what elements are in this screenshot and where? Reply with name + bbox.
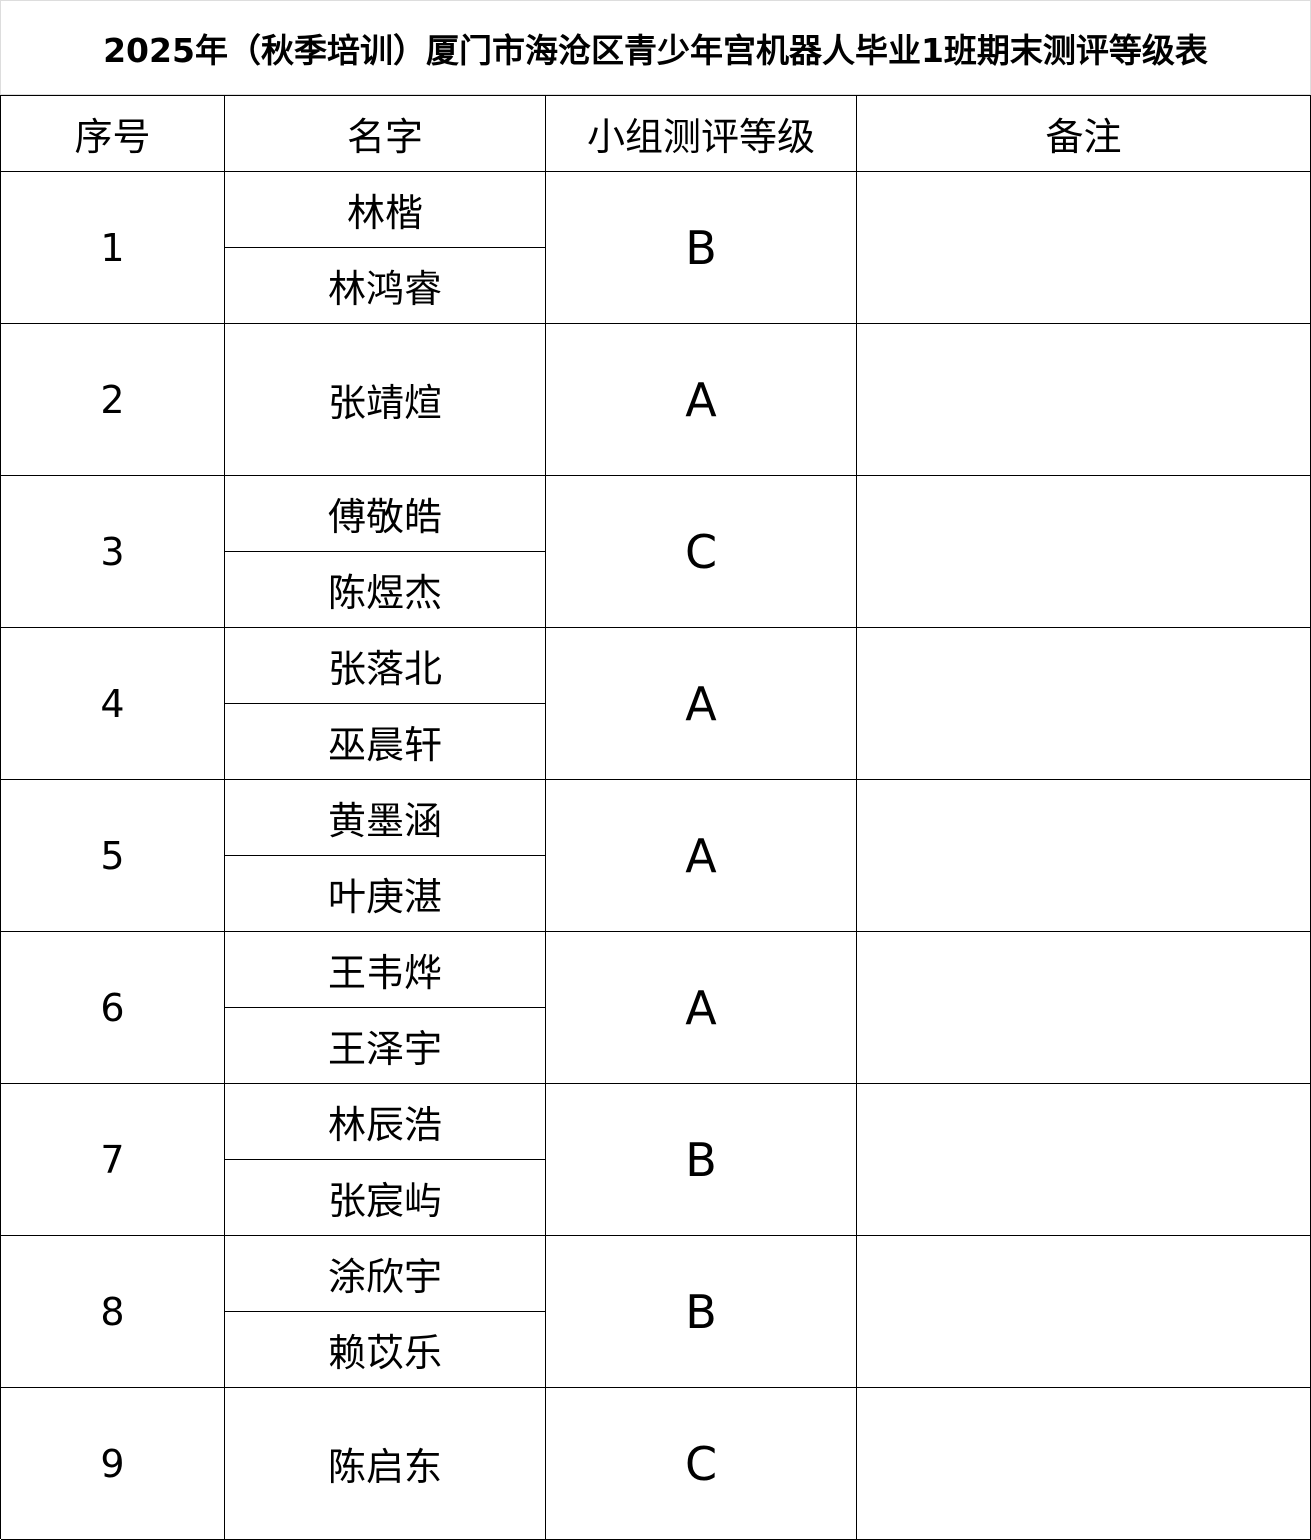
- grade-cell: A: [546, 628, 857, 780]
- name-cell: 林楷: [225, 172, 546, 248]
- name-cell: 张落北: [225, 628, 546, 704]
- name-cell: 王泽宇: [225, 1008, 546, 1084]
- index-cell: 1: [1, 172, 225, 324]
- index-cell: 4: [1, 628, 225, 780]
- name-cell: 黄墨涵: [225, 780, 546, 856]
- index-cell: 3: [1, 476, 225, 628]
- grade-cell: B: [546, 1084, 857, 1236]
- name-cell: 涂欣宇: [225, 1236, 546, 1312]
- header-cell: 小组测评等级: [546, 96, 857, 172]
- grade-cell: B: [546, 1236, 857, 1388]
- grade-cell: A: [546, 780, 857, 932]
- name-cell: 叶庚湛: [225, 856, 546, 932]
- grade-cell: A: [546, 932, 857, 1084]
- name-cell: 王韦烨: [225, 932, 546, 1008]
- grade-cell: C: [546, 476, 857, 628]
- index-cell: 5: [1, 780, 225, 932]
- note-cell: [857, 1084, 1311, 1236]
- grade-cell: A: [546, 324, 857, 476]
- name-cell: 巫晨轩: [225, 704, 546, 780]
- note-cell: [857, 172, 1311, 324]
- name-cell: 陈煜杰: [225, 552, 546, 628]
- name-cell: 张靖煊: [225, 324, 546, 476]
- name-cell: 张宸屿: [225, 1160, 546, 1236]
- name-cell: 赖苡乐: [225, 1312, 546, 1388]
- header-cell: 名字: [225, 96, 546, 172]
- grade-cell: B: [546, 172, 857, 324]
- note-cell: [857, 628, 1311, 780]
- index-cell: 6: [1, 932, 225, 1084]
- title: 2025年（秋季培训）厦门市海沧区青少年宫机器人毕业1班期末测评等级表: [0, 0, 1311, 95]
- index-cell: 7: [1, 1084, 225, 1236]
- header-cell: 备注: [857, 96, 1311, 172]
- note-cell: [857, 324, 1311, 476]
- header-cell: 序号: [1, 96, 225, 172]
- grade-cell: C: [546, 1388, 857, 1540]
- index-cell: 8: [1, 1236, 225, 1388]
- name-cell: 傅敬皓: [225, 476, 546, 552]
- index-cell: 9: [1, 1388, 225, 1540]
- note-cell: [857, 780, 1311, 932]
- note-cell: [857, 476, 1311, 628]
- note-cell: [857, 1236, 1311, 1388]
- name-cell: 陈启东: [225, 1388, 546, 1540]
- index-cell: 2: [1, 324, 225, 476]
- name-cell: 林鸿睿: [225, 248, 546, 324]
- note-cell: [857, 1388, 1311, 1540]
- note-cell: [857, 932, 1311, 1084]
- table: 序号 名字 小组测评等级 备注 1 林楷 林鸿睿 B 2 张靖煊 A 3 傅敬皓 陈煜杰 C 4 张落北 巫晨轩 A…: [0, 95, 1311, 1540]
- name-cell: 林辰浩: [225, 1084, 546, 1160]
